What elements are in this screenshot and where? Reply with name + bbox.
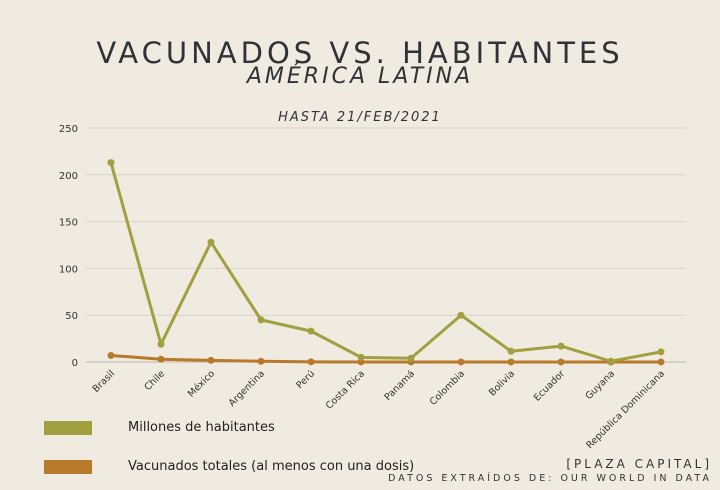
chart-subtitle: AMÉRICA LATINA (246, 64, 474, 89)
data-point (307, 327, 315, 335)
x-tick-label: Perú (294, 368, 317, 391)
data-point (407, 354, 415, 362)
legend-item-habitantes: Millones de habitantes (44, 420, 275, 435)
legend-label: Millones de habitantes (128, 420, 275, 435)
y-tick-label: 250 (59, 124, 78, 135)
legend-label: Vacunados totales (al menos con una dosi… (128, 459, 415, 474)
data-point (457, 311, 465, 319)
x-tick-label: Argentina (227, 368, 268, 409)
data-point (207, 238, 215, 246)
y-tick-label: 100 (59, 264, 78, 275)
data-point (257, 357, 265, 365)
series-line (109, 162, 662, 363)
y-tick-label: 150 (59, 218, 78, 229)
x-tick-label: Bolivia (487, 368, 517, 398)
data-point (257, 316, 265, 324)
data-point (507, 358, 515, 366)
series-line (110, 353, 662, 364)
x-tick-label: Costa Rica (324, 368, 367, 411)
data-point (307, 358, 315, 366)
data-point (207, 356, 215, 364)
data-point (357, 353, 365, 361)
data-point (457, 358, 465, 366)
brand-credit: [PLAZA CAPITAL] (566, 457, 712, 471)
legend-swatch (44, 459, 92, 474)
data-point (657, 348, 665, 356)
y-tick-label: 200 (59, 171, 78, 182)
x-tick-label: Panamá (382, 368, 417, 403)
data-point (607, 357, 615, 365)
data-point (157, 340, 165, 348)
legend-swatch (44, 420, 92, 435)
data-point (157, 355, 165, 363)
x-tick-label: Colombia (428, 368, 467, 407)
x-tick-label: Chile (143, 368, 168, 393)
y-tick-label: 50 (65, 311, 78, 322)
x-tick-label: Brasil (91, 368, 118, 395)
x-tick-label: Ecuador (532, 368, 567, 403)
data-point (107, 159, 115, 167)
y-tick-label: 0 (72, 358, 78, 369)
legend-item-vacunados: Vacunados totales (al menos con una dosi… (44, 459, 414, 474)
data-point (557, 342, 565, 350)
data-point (657, 358, 665, 366)
x-tick-label: Guyana (583, 368, 617, 402)
data-point (107, 351, 115, 359)
chart-title: VACUNADOS VS. HABITANTES (96, 36, 624, 70)
data-point (557, 358, 565, 366)
x-tick-label: México (186, 368, 217, 399)
data-point (507, 347, 515, 355)
date-note: HASTA 21/FEB/2021 (278, 110, 442, 125)
source-credit: DATOS EXTRAÍDOS DE: OUR WORLD IN DATA (388, 473, 712, 484)
